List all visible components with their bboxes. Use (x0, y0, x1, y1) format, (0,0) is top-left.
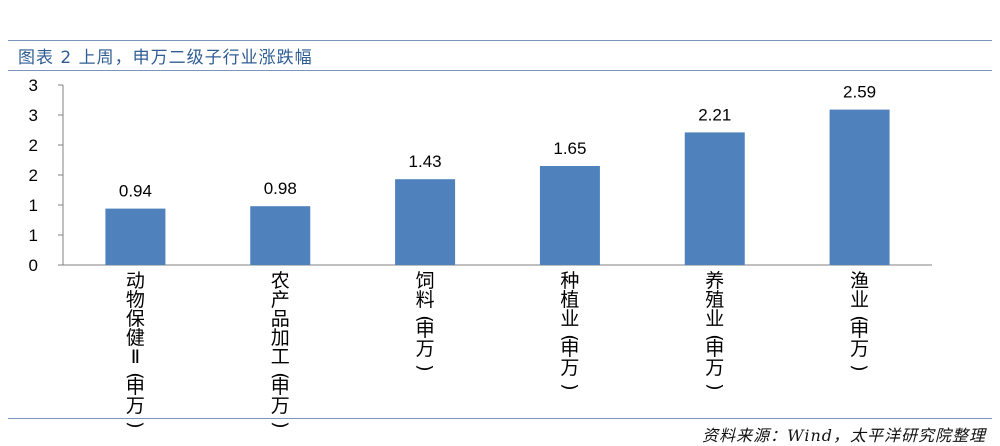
x-tick-label: 养殖业 (申万) (704, 270, 726, 391)
y-tick-label: 3 (29, 106, 38, 125)
bar (829, 109, 890, 265)
x-tick-char: 万 (850, 338, 869, 360)
x-tick-char: ( (269, 372, 291, 379)
y-tick-label: 1 (29, 226, 38, 245)
x-tick-char: ( (559, 334, 581, 341)
y-tick-label: 2 (29, 136, 38, 155)
x-tick-char: 动 (126, 270, 145, 292)
x-tick-char: ) (269, 421, 291, 428)
chart-title: 图表 2 上周，申万二级子行业涨跌幅 (18, 48, 313, 68)
x-tick-char: 物 (126, 289, 145, 311)
title-rule (8, 70, 992, 71)
x-tick-char: 饲 (416, 270, 435, 292)
source-note: 资料来源：Wind，太平洋研究院整理 (702, 426, 986, 445)
data-label: 2.59 (843, 83, 876, 102)
x-tick-char: 品 (271, 308, 290, 330)
data-label: 0.94 (119, 182, 152, 201)
x-tick-char: ) (414, 364, 436, 371)
data-label: 1.65 (553, 139, 586, 158)
y-tick-label: 0 (29, 256, 38, 275)
x-tick-label: 饲料 (申万) (414, 270, 436, 372)
x-tick-char: ) (849, 364, 871, 371)
x-tick-char: 申 (271, 376, 290, 398)
x-tick-char: 申 (126, 376, 145, 398)
x-tick-char: 料 (416, 289, 435, 311)
x-tick-char: 万 (416, 338, 435, 360)
x-tick-char: 渔 (850, 270, 869, 292)
bar (684, 132, 745, 265)
x-tick-char: ( (849, 315, 871, 322)
x-axis-labels: 动物保健Ⅱ(申万)农产品加工(申万)饲料(申万)种植业(申万)养殖业(申万)渔业… (124, 270, 870, 429)
x-tick-char: 农 (271, 270, 290, 292)
bars (105, 109, 890, 265)
y-axis-ticks: 0 1 1 2 2 3 3 (29, 76, 63, 275)
y-tick-label: 1 (29, 196, 38, 215)
x-tick-char: 业 (850, 289, 869, 311)
x-tick-char: ) (559, 383, 581, 390)
x-tick-char: 万 (705, 357, 724, 379)
bar (539, 166, 600, 265)
x-tick-char: 工 (271, 346, 290, 368)
y-tick-label: 3 (29, 76, 38, 95)
data-label: 2.21 (698, 105, 731, 124)
bar (105, 208, 166, 265)
data-label: 1.43 (409, 152, 442, 171)
x-tick-char: 万 (126, 395, 145, 417)
x-tick-char: 业 (705, 308, 724, 330)
header-rule (8, 40, 992, 41)
x-tick-char: 业 (560, 308, 579, 330)
x-tick-char: 养 (705, 270, 724, 292)
x-tick-char: ) (124, 421, 146, 428)
x-tick-char: 申 (850, 319, 869, 341)
x-tick-char: 健 (126, 327, 145, 349)
data-label: 0.98 (264, 179, 297, 198)
footer-rule (8, 418, 992, 419)
x-tick-char: ) (704, 383, 726, 390)
x-tick-char: 申 (560, 338, 579, 360)
x-tick-char: Ⅱ (131, 346, 140, 368)
bar (395, 179, 456, 265)
x-tick-label: 渔业 (申万) (849, 270, 871, 372)
x-tick-label: 种植业 (申万) (559, 270, 581, 391)
x-tick-char: ( (124, 372, 146, 379)
x-tick-char: 保 (126, 308, 145, 330)
x-tick-char: 申 (705, 338, 724, 360)
x-tick-char: 种 (560, 270, 579, 292)
x-tick-char: 加 (271, 327, 290, 349)
y-tick-label: 2 (29, 166, 38, 185)
x-tick-char: 申 (416, 319, 435, 341)
x-tick-char: 产 (271, 289, 290, 311)
x-tick-char: 万 (271, 395, 290, 417)
x-tick-char: ( (414, 315, 436, 322)
bar (250, 206, 311, 265)
x-tick-char: ( (704, 334, 726, 341)
x-tick-char: 植 (560, 289, 579, 311)
x-tick-char: 万 (560, 357, 579, 379)
data-labels: 0.94 0.98 1.43 1.65 2.21 2.59 (119, 83, 876, 201)
x-tick-char: 殖 (705, 289, 724, 311)
